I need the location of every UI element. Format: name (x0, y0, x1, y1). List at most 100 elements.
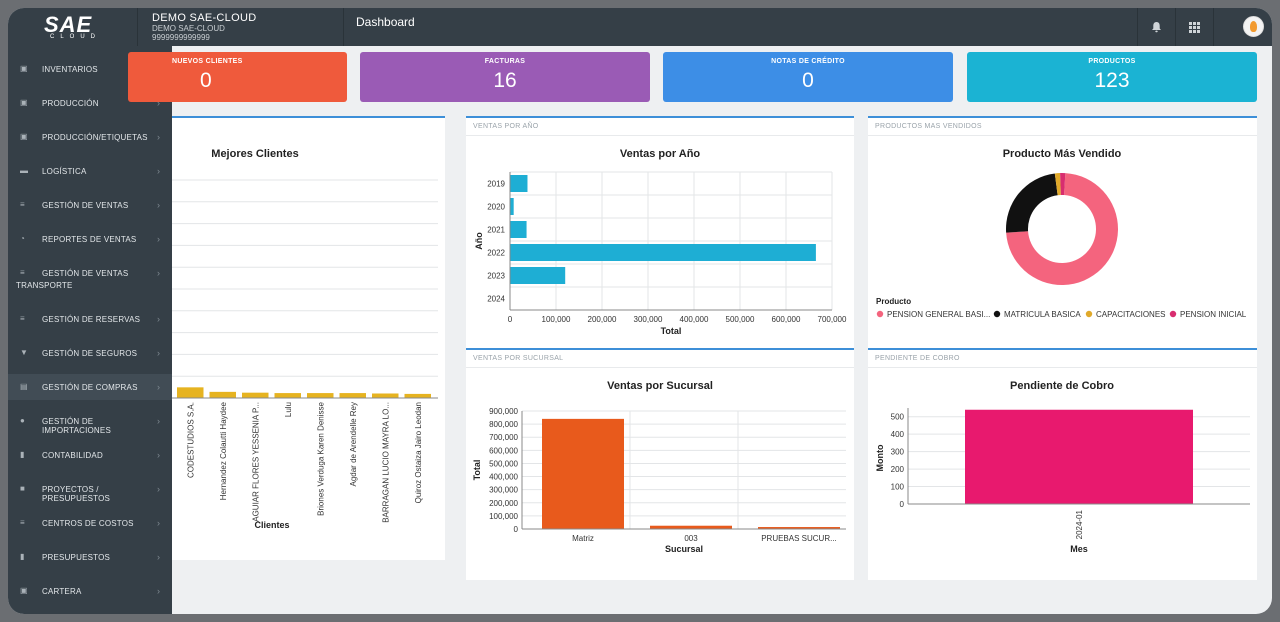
sidebar-item[interactable]: ≡ GESTIÓN DE RESERVAS › (8, 306, 172, 332)
tick-label: 700,000 (818, 315, 847, 324)
sidebar-item-label: GESTIÓN DE COMPRAS (42, 383, 138, 392)
chevron-right-icon: › (157, 586, 161, 596)
tick-label: 100 (891, 483, 905, 492)
tick-label: AGUIAR FLORES YESSENIA P... (251, 402, 260, 522)
bar (209, 391, 236, 398)
axis-label: Total (472, 460, 482, 481)
tick-label: 100,000 (542, 315, 571, 324)
chart-title: Mejores Clientes (211, 148, 298, 160)
sidebar-item-label: GESTIÓN DE SEGUROS (42, 349, 138, 358)
logo-subtext: CLOUD (50, 34, 102, 40)
bar (307, 393, 334, 398)
sidebar-item[interactable]: ▮ CONTABILIDAD › (8, 442, 172, 468)
tick-label: BARRAGAN LUCIO MAYRA LO... (381, 402, 390, 523)
cart-icon: ▤ (20, 382, 28, 391)
book-icon: ▮ (20, 450, 25, 459)
tick-label: Briones Verduga Karen Denisse (316, 401, 325, 515)
chevron-right-icon: › (157, 484, 161, 494)
stat-card[interactable]: NOTAS DE CRÉDITO 0 (663, 52, 953, 102)
tick-label: Matriz (572, 534, 594, 543)
bar (510, 175, 528, 192)
logo[interactable]: SAE CLOUD (8, 8, 138, 46)
tick-label: 2021 (487, 226, 505, 235)
tick-label: Hernandez Colautti Haydee (219, 401, 228, 500)
stat-title: PRODUCTOS (1088, 58, 1136, 65)
user-icon (1250, 21, 1257, 32)
list-icon: ≡ (20, 314, 25, 323)
sidebar-item[interactable]: ≡ GESTIÓN DE VENTAS › (8, 192, 172, 218)
stat-title: NOTAS DE CRÉDITO (771, 58, 845, 65)
tick-label: 400 (891, 430, 905, 439)
panel-title: VENTAS POR SUCURSAL (466, 350, 854, 368)
sidebar-item-label: INVENTARIOS (42, 65, 98, 74)
tick-label: 300,000 (489, 486, 518, 495)
bar (274, 393, 301, 398)
sidebar-item[interactable]: ■ PROYECTOS / PRESUPUESTOS › (8, 476, 172, 503)
bar (510, 198, 514, 215)
tick-label: 300,000 (634, 315, 663, 324)
sidebar-item[interactable]: ≡ GESTIÓN DE VENTAS TRANSPORTE › (8, 260, 172, 294)
sidebar-item[interactable]: ▼ GESTIÓN DE SEGUROS › (8, 340, 172, 366)
tick-label: 500,000 (489, 459, 518, 468)
stat-card[interactable]: FACTURAS 16 (360, 52, 650, 102)
sidebar-item-label: TRANSPORTE (16, 281, 73, 290)
truck-icon: ▬ (20, 166, 29, 175)
tick-label: 400,000 (680, 315, 709, 324)
tick-label: 0 (508, 315, 513, 324)
sidebar-item[interactable]: ▮ PRESUPUESTOS › (8, 544, 172, 570)
sidebar-item-label: GESTIÓN DE RESERVAS (42, 315, 141, 324)
sidebar-item[interactable]: ▣ CARTERA › (8, 578, 172, 604)
tick-label: 2023 (487, 272, 505, 281)
tick-label: Agdar de Arendelle Rey (349, 402, 358, 487)
chevron-right-icon: › (157, 234, 161, 244)
sidebar-item[interactable]: ▣ PRODUCCIÓN › (8, 90, 172, 116)
apps-button[interactable] (1175, 8, 1213, 46)
panel-ventas-anio: VENTAS POR AÑO Ventas por Año 0 100,000 200… (466, 116, 854, 348)
bar (404, 393, 431, 398)
sidebar-item[interactable]: ◔ REPORTES DE VENTAS › (8, 226, 172, 252)
chart-title: Producto Más Vendido (1003, 148, 1122, 160)
page-title: Dashboard (356, 15, 415, 29)
sidebar-item[interactable]: ▬ LOGÍSTICA › (8, 158, 172, 184)
notifications-button[interactable] (1137, 8, 1175, 46)
company-id: 9999999999999 (152, 33, 210, 42)
sidebar-item[interactable]: ▤ GESTIÓN DE COMPRAS › (8, 374, 172, 400)
panel-ventas-sucursal: VENTAS POR SUCURSAL Ventas por Sucursal 0… (466, 348, 854, 580)
stat-value: 16 (493, 69, 517, 92)
company-subtitle: DEMO SAE-CLOUD (152, 24, 225, 33)
legend-marker (1085, 310, 1093, 318)
stat-card[interactable]: PRODUCTOS 123 (967, 52, 1257, 102)
pie-icon: ◔ (20, 234, 26, 243)
stat-card[interactable]: NUEVOS CLIENTES 0 (128, 52, 347, 102)
sidebar-item-label: PRODUCCIÓN (42, 99, 99, 108)
chart-ventas-sucursal: Ventas por Sucursal 0 100,000 200,000 300,00… (472, 380, 846, 554)
tick-label: 2019 (487, 180, 505, 189)
sidebar-item[interactable]: ▣ PRODUCCIÓN/ETIQUETAS › (8, 124, 172, 150)
axis-label: Clientes (254, 520, 289, 530)
sidebar-item-label: PROYECTOS / PRESUPUESTOS (42, 485, 111, 503)
sidebar-item-label: GESTIÓN DE VENTAS (42, 269, 129, 278)
chart-pendiente-cobro: Pendiente de Cobro 0 100 200 300 400 500 2024-0… (875, 380, 1250, 554)
bell-icon (1152, 22, 1161, 33)
top-bar: SAE CLOUD DEMO SAE-CLOUD DEMO SAE-CLOUD … (8, 8, 1272, 46)
bar (542, 418, 624, 529)
legend-label: MATRICULA BASICA (1004, 310, 1081, 319)
sidebar-item-label: CARTERA (42, 587, 82, 596)
tick-label: 200,000 (588, 315, 617, 324)
legend-marker (876, 310, 884, 318)
sidebar-item[interactable]: ≡ CENTROS DE COSTOS › (8, 510, 172, 536)
axis-label: Monto (875, 444, 885, 471)
bar (510, 221, 527, 238)
pie-slice (1060, 172, 1066, 196)
logo-mark: SAE (44, 12, 93, 37)
sidebar: ▣ INVENTARIOS › ▣ PRODUCCIÓN › ▣ PRODUCCIÓN/ETI… (8, 46, 172, 614)
shield-icon: ▼ (20, 348, 29, 357)
axis-label: Total (661, 326, 682, 336)
tick-label: 200 (891, 465, 905, 474)
company-info[interactable]: DEMO SAE-CLOUD DEMO SAE-CLOUD 9999999999… (152, 12, 256, 42)
grid-icon (1189, 21, 1200, 33)
user-avatar[interactable] (1243, 16, 1264, 37)
sidebar-item[interactable]: ● GESTIÓN DE IMPORTACIONES › (8, 408, 172, 435)
bar (758, 527, 840, 529)
bar (177, 387, 204, 398)
